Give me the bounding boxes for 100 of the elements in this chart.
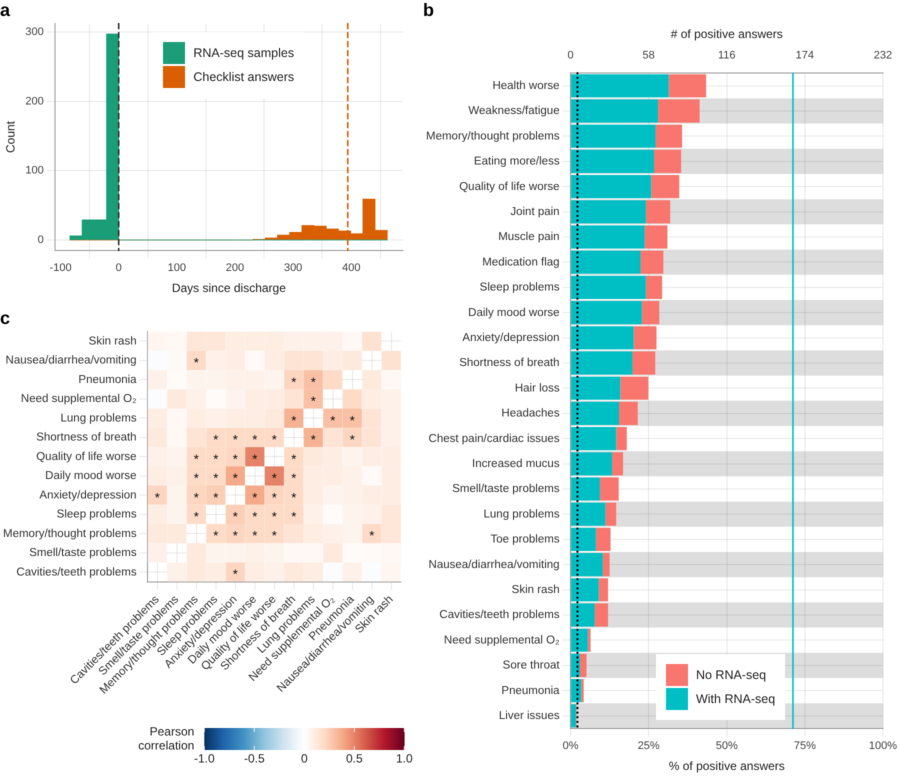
x-tick-label: 0 [116,262,122,274]
y-tick-label: Joint pain [510,206,560,218]
data-label: * [369,528,374,544]
y-tick-label: Quality of life worse [36,450,137,463]
data-label: * [291,509,296,524]
color-bar-title: Pearson correlation [138,724,194,752]
data-label: * [232,451,238,466]
data-label: * [291,412,296,428]
data-label: * [310,374,316,390]
data-label: * [232,470,238,486]
y-tick-label: Toe problems [490,534,560,546]
x2-tick-label: 0 [568,50,574,62]
data-label: * [252,528,258,544]
y-tick-label: Lung problems [60,412,137,424]
y-tick-label: Eating more/less [474,156,560,168]
y-tick-label: Weakness/fatigue [468,105,560,118]
y-tick-label: Quality of life worse [459,180,560,193]
y-tick-label: Pneumonia [78,374,138,386]
data-label: * [213,528,218,544]
y-tick-label: Memory/thought problems [426,130,560,142]
y-tick-label: Headaches [501,408,560,420]
data-label: * [252,451,258,466]
y-tick-label: Cavities/teeth problems [16,566,137,578]
data-label: * [194,490,199,505]
data-label: * [310,394,316,409]
y-tick-label: Increased mucus [472,458,560,470]
y-tick-label: Chest pain/cardiac issues [428,432,560,445]
data-label: * [232,509,238,524]
x-axis-title: Days since discharge [172,281,286,296]
data-label: * [213,432,218,448]
chart-title: c [0,308,10,328]
y-tick-label: Skin rash [512,584,560,596]
y-tick-label: Sore throat [502,660,560,672]
x-tick-label: 300 [284,262,302,274]
y-tick-label: 0 [38,234,44,246]
data-label: * [154,490,160,505]
y-tick-label: Nausea/diarrhea/vomiting [6,354,137,367]
x-tick-label: 400 [342,262,360,274]
data-label: * [330,412,336,428]
y-tick-label: Health worse [492,80,560,92]
data-label: * [272,432,277,448]
x-tick-label: 100% [868,740,898,752]
y-axis-title: Count [4,120,18,154]
data-label: * [291,451,296,466]
chart-title: a [0,0,11,20]
data-label: * [232,528,238,544]
x-tick-label: 25% [638,740,660,752]
y-tick-label: Shortness of breath [36,432,137,444]
legend-label: With RNA-seq [696,692,776,706]
x-tick-label: 75% [794,740,816,752]
x2-tick-label: 58 [642,50,655,62]
chart-title: b [423,0,434,20]
y-tick-label: 200 [25,95,44,108]
data-label: * [252,509,258,524]
data-label: * [272,528,277,544]
x2-tick-label: 174 [796,50,814,62]
data-label: * [194,470,199,486]
y-tick-label: Muscle pain [498,231,560,244]
color-bar-label: 1.0 [396,751,413,766]
data-label: * [291,490,296,505]
data-label: * [194,355,199,370]
x-tick-label: 100 [168,262,186,274]
color-bar-label: -0.5 [244,751,265,766]
x-tick-label: -100 [50,262,72,274]
data-label: * [213,490,218,505]
y-tick-label: Medication flag [482,256,560,268]
data-label: * [213,451,218,466]
data-label: * [310,432,316,448]
data-label: * [350,432,355,448]
color-bar-label: -1.0 [194,751,215,766]
data-label: * [232,432,238,448]
data-label: * [350,412,355,428]
y-tick-label: Sleep problems [480,282,560,294]
y-tick-label: Shortness of breath [459,357,560,370]
legend-label: No RNA-seq [696,668,766,682]
data-label: * [291,374,296,390]
y-tick-label: Memory/thought problems [2,528,137,540]
y-tick-label: Daily mood worse [468,306,560,319]
y-tick-label: Lung problems [484,508,560,520]
y-tick-label: Anxiety/depression [462,332,560,344]
y-tick-label: Daily mood worse [45,470,137,482]
y-tick-label: Smell/taste problems [29,547,137,560]
y-tick-label: Anxiety/depression [39,489,137,502]
y-tick-label: Sleep problems [56,508,137,521]
y-tick-label: 100 [25,164,44,177]
data-label: * [252,490,258,505]
y-tick-label: 300 [25,26,44,38]
x-tick-label: 0% [562,740,579,752]
x-axis-title: % of positive answers [668,759,785,774]
x2-tick-label: 116 [718,50,736,62]
y-tick-label: Skin rash [88,335,137,348]
x2-axis-title: # of positive answers [670,27,783,42]
data-label: * [272,490,277,505]
data-label: * [272,470,277,486]
data-label: * [272,509,277,524]
x-tick-label: 50% [716,740,738,752]
legend-label: Checklist answers [193,70,294,84]
data-label: * [252,432,258,448]
y-tick-label: Nausea/diarrhea/vomiting [428,558,560,571]
color-bar-label: 0 [300,751,308,766]
